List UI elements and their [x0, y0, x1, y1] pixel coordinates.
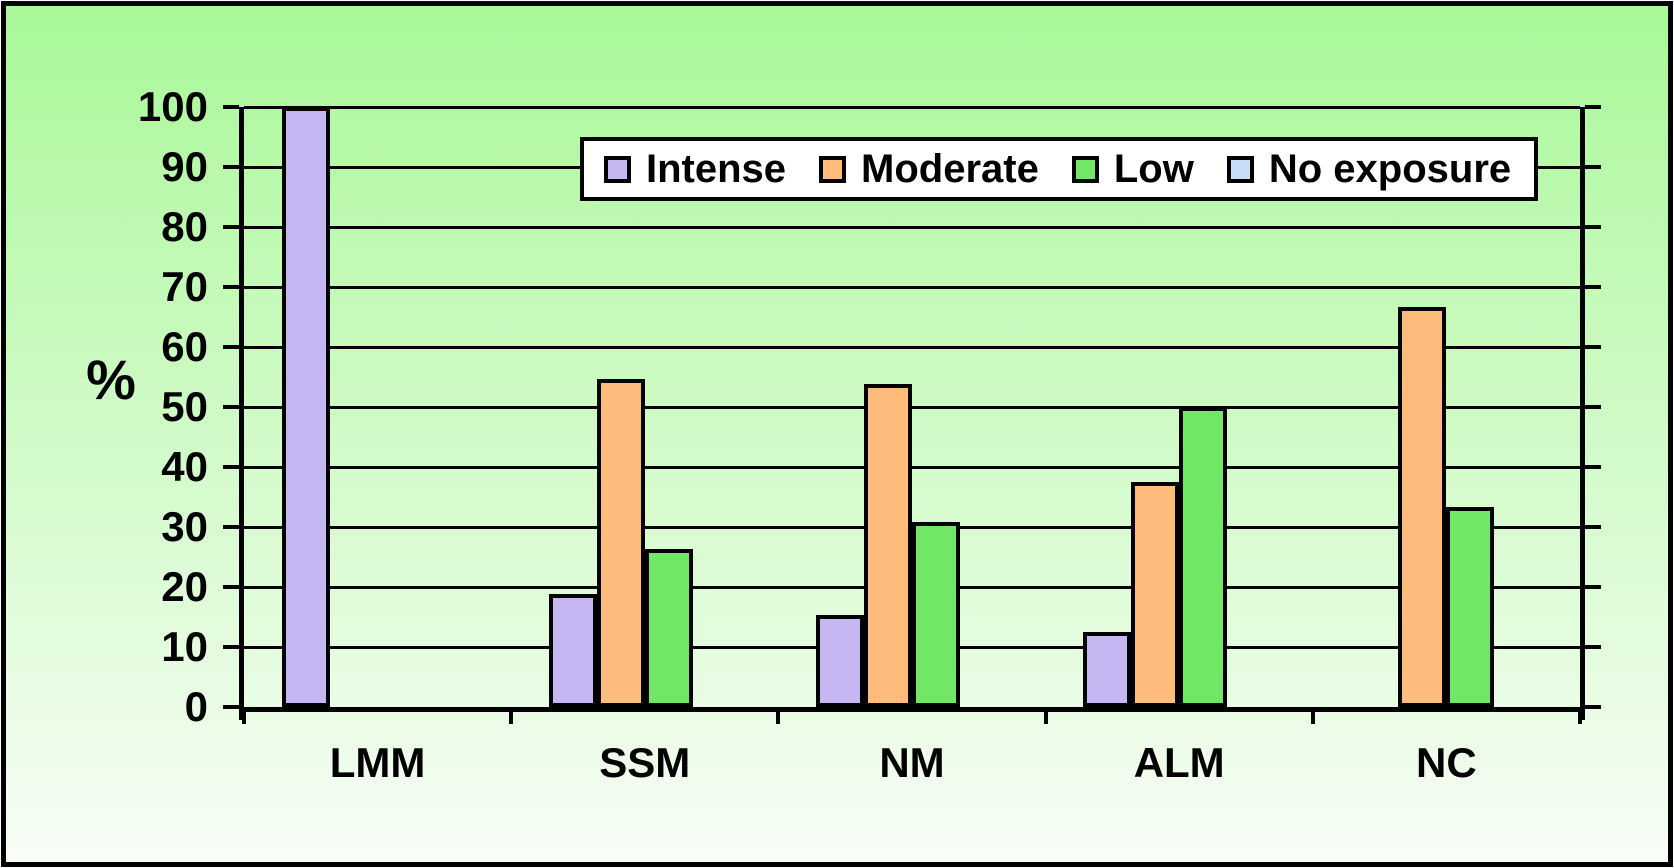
- y-tick-right-80: [1585, 225, 1601, 229]
- x-axis-line: [239, 707, 1585, 712]
- y-tick-right-10: [1585, 645, 1601, 649]
- gridline-100: [244, 105, 1580, 109]
- x-boundary-tick-1: [509, 712, 514, 724]
- bar-low-nm: [912, 522, 960, 707]
- y-tick-label-100: 100: [137, 83, 208, 130]
- bar-moderate-alm: [1131, 482, 1180, 707]
- y-tick-left-30: [223, 525, 239, 529]
- bar-low-alm: [1179, 407, 1228, 707]
- plot-area: [223, 105, 1601, 724]
- y-tick-right-70: [1585, 285, 1601, 289]
- legend-label-intense: Intense: [646, 147, 787, 191]
- x-category-label-lmm: LMM: [329, 739, 426, 786]
- gridline-50: [244, 405, 1580, 409]
- y-tick-right-30: [1585, 525, 1601, 529]
- legend-swatch-low: [1071, 155, 1099, 183]
- y-axis-line: [239, 107, 244, 720]
- bar-low-ssm: [644, 549, 693, 707]
- legend-label-low: Low: [1113, 147, 1194, 191]
- legend-item-intense: Intense: [604, 147, 786, 191]
- y-tick-label-90: 90: [161, 143, 208, 190]
- y-tick-left-50: [223, 405, 239, 409]
- y-tick-label-70: 70: [161, 263, 208, 310]
- legend-swatch-intense: [604, 155, 631, 183]
- legend-swatch-no-exposure: [1226, 155, 1254, 183]
- bar-low-nc: [1446, 507, 1495, 707]
- bar-moderate-nm: [864, 384, 912, 707]
- y-tick-left-70: [223, 285, 239, 289]
- legend-swatch-moderate: [819, 155, 847, 183]
- x-boundary-tick-3: [1043, 712, 1048, 724]
- x-category-label-alm: ALM: [1133, 739, 1225, 786]
- y-tick-right-20: [1585, 585, 1601, 589]
- y-tick-label-10: 10: [161, 623, 208, 670]
- y-tick-label-80: 80: [161, 203, 208, 250]
- legend-item-no-exposure: No exposure: [1226, 147, 1512, 191]
- right-axis-line: [1580, 107, 1585, 720]
- y-tick-left-10: [223, 645, 239, 649]
- legend-item-low: Low: [1071, 147, 1194, 191]
- y-tick-label-0: 0: [184, 683, 208, 730]
- y-tick-left-40: [223, 465, 239, 469]
- bar-moderate-ssm: [596, 379, 645, 707]
- x-category-label-ssm: SSM: [599, 739, 691, 786]
- y-tick-label-20: 20: [161, 563, 208, 610]
- gridline-70: [244, 285, 1580, 289]
- y-tick-label-60: 60: [161, 323, 208, 370]
- x-category-label-nc: NC: [1416, 739, 1477, 786]
- bar-moderate-nc: [1398, 307, 1447, 707]
- gridline-80: [244, 225, 1580, 229]
- x-boundary-tick-0: [242, 712, 246, 724]
- y-axis-title: %: [86, 348, 136, 411]
- y-tick-right-100: [1585, 105, 1601, 109]
- y-tick-left-80: [223, 225, 239, 229]
- y-tick-left-20: [223, 585, 239, 589]
- y-tick-left-90: [223, 165, 239, 169]
- bar-intense-alm: [1083, 632, 1132, 707]
- y-tick-right-60: [1585, 345, 1601, 349]
- y-tick-right-50: [1585, 405, 1601, 409]
- bar-intense-nm: [816, 615, 864, 707]
- y-tick-left-100: [223, 105, 239, 109]
- y-tick-left-0: [223, 705, 239, 709]
- y-tick-label-50: 50: [161, 383, 208, 430]
- x-boundary-tick-4: [1310, 712, 1315, 724]
- y-tick-right-40: [1585, 465, 1601, 469]
- gridline-60: [244, 345, 1580, 349]
- y-tick-label-40: 40: [161, 443, 208, 490]
- bar-intense-lmm: [281, 107, 330, 707]
- y-tick-label-30: 30: [161, 503, 208, 550]
- y-tick-right-0: [1585, 705, 1601, 709]
- bar-intense-ssm: [548, 594, 597, 707]
- gridline-40: [244, 465, 1580, 469]
- x-boundary-tick-2: [776, 712, 781, 724]
- legend-label-no-exposure: No exposure: [1268, 147, 1512, 191]
- x-category-label-nm: NM: [879, 739, 945, 786]
- legend-label-moderate: Moderate: [861, 147, 1039, 191]
- legend-item-moderate: Moderate: [819, 147, 1039, 191]
- y-tick-left-60: [223, 345, 239, 349]
- legend: Intense Moderate Low No exposure: [580, 137, 1538, 201]
- y-tick-right-90: [1585, 165, 1601, 169]
